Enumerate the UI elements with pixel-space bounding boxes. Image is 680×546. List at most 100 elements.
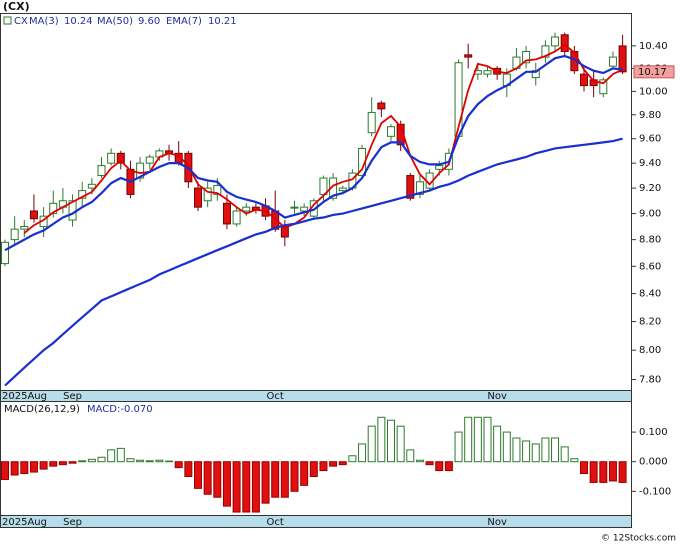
- macd-bar: [358, 443, 367, 463]
- macd-bar: [203, 461, 212, 495]
- legend-name: MA(50): [97, 16, 133, 27]
- macd-bar: [232, 461, 241, 513]
- candle-body: [435, 165, 444, 170]
- x-tick-label: 2025Aug: [2, 517, 47, 528]
- candle-body: [49, 202, 58, 215]
- candle-body: [87, 183, 96, 189]
- candle-body: [599, 79, 608, 95]
- macd-bar: [29, 461, 38, 473]
- x-tick-label: Sep: [63, 391, 82, 402]
- macd-bar: [184, 461, 193, 478]
- macd-bar: [435, 461, 444, 472]
- macd-bar: [589, 461, 598, 483]
- macd-bar: [49, 461, 58, 467]
- macd-bar: [464, 416, 473, 463]
- y-tick-label: 9.40: [639, 158, 661, 169]
- macd-bar: [512, 437, 521, 463]
- macd-bar: [174, 461, 183, 469]
- date-strip: [0, 515, 632, 528]
- candle-body: [560, 34, 569, 52]
- macd-bar: [319, 461, 328, 472]
- macd-bar: [309, 461, 318, 478]
- macd-bar: [377, 416, 386, 463]
- macd-bar: [367, 425, 376, 463]
- y-tick-label: 9.00: [639, 209, 661, 220]
- candle-body: [97, 165, 106, 177]
- candle-body: [1, 241, 9, 265]
- legend-value: 10.24: [64, 16, 93, 27]
- macd-title: MACD(26,12,9): [4, 404, 80, 415]
- ma-line: [23, 43, 623, 234]
- candle-body: [483, 70, 492, 75]
- candle-body: [232, 210, 241, 225]
- macd-value: MACD:-0.070: [87, 404, 153, 415]
- x-tick-label: Sep: [63, 517, 82, 528]
- macd-bar: [194, 461, 202, 489]
- macd-bar: [338, 461, 347, 466]
- macd-bar: [329, 461, 338, 467]
- macd-bar: [473, 416, 482, 463]
- last-price-tag: [633, 65, 675, 79]
- macd-bar: [348, 455, 357, 463]
- candle-body: [107, 152, 116, 164]
- legend-name: MA(3): [29, 16, 59, 27]
- y-tick-label: 0.000: [639, 457, 668, 468]
- ma-line: [4, 54, 623, 252]
- macd-bar: [560, 446, 569, 463]
- macd-bar: [493, 425, 502, 463]
- candle-body: [194, 187, 202, 208]
- x-tick-label: Oct: [267, 391, 284, 402]
- candle-body: [203, 187, 212, 202]
- macd-bar: [261, 461, 270, 504]
- macd-bar: [502, 431, 511, 463]
- macd-bar: [280, 461, 289, 498]
- x-tick-label: 2025Aug: [2, 391, 47, 402]
- candle-body: [116, 152, 125, 164]
- y-tick-label: 8.00: [639, 345, 661, 356]
- macd-bar: [522, 440, 531, 463]
- macd-bar: [425, 461, 434, 466]
- candle-body: [136, 162, 145, 179]
- macd-bar: [222, 461, 231, 507]
- macd-bar: [551, 437, 560, 463]
- candle-body: [608, 56, 617, 67]
- macd-bar: [300, 461, 309, 486]
- macd-bar: [58, 461, 67, 466]
- candle-body: [580, 73, 588, 87]
- candle-body: [541, 45, 550, 58]
- candle-body: [367, 111, 376, 134]
- y-tick-label: 9.80: [639, 110, 661, 121]
- candle-body: [10, 228, 19, 241]
- macd-bar: [126, 458, 135, 463]
- macd-bar: [387, 419, 395, 463]
- macd-bar: [155, 459, 164, 463]
- macd-bar: [39, 461, 48, 470]
- macd-bar: [20, 461, 29, 475]
- x-tick-label: Nov: [487, 517, 507, 528]
- macd-bar: [242, 461, 251, 513]
- macd-bar: [145, 460, 154, 463]
- y-tick-label: 0.100: [639, 427, 668, 438]
- macd-bar: [87, 458, 96, 463]
- candle-body: [377, 102, 386, 110]
- candle-body: [300, 206, 309, 212]
- macd-bar: [165, 460, 174, 463]
- candle-body: [522, 50, 531, 64]
- footer: © 12Stocks.com: [601, 534, 676, 544]
- macd-bar: [107, 449, 116, 463]
- candle-body: [618, 45, 627, 73]
- candle-body: [406, 175, 415, 199]
- x-tick-label: Nov: [487, 391, 507, 402]
- macd-bar: [444, 461, 453, 472]
- y-tick-label: -0.100: [639, 486, 671, 497]
- macd-bar: [599, 461, 608, 483]
- macd-bar: [271, 461, 280, 498]
- candle-body: [145, 156, 154, 164]
- y-tick-label: 8.40: [639, 289, 661, 300]
- y-tick-label: 8.60: [639, 261, 661, 272]
- y-tick-label: 8.20: [639, 317, 661, 328]
- candle-body: [464, 54, 473, 58]
- last-price-label: 10.17: [638, 67, 667, 78]
- legend-name: EMA(7): [166, 16, 202, 27]
